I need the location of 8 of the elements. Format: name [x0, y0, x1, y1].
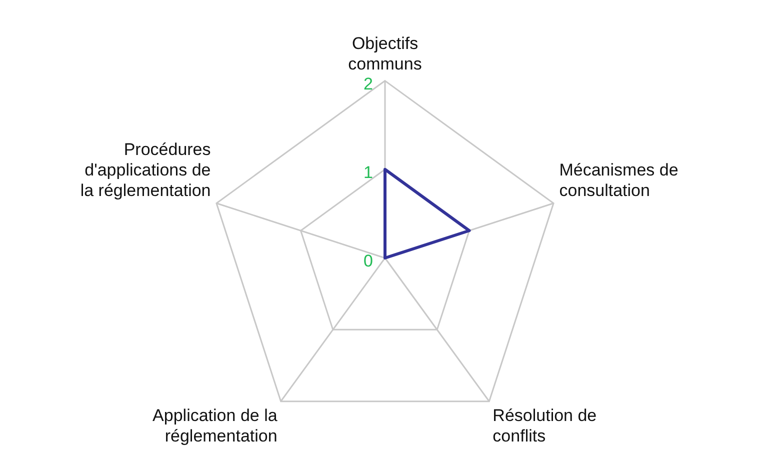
spoke-label: Objectifs communs	[348, 34, 422, 74]
spoke-label: Application de la réglementation	[152, 406, 278, 446]
y-tick-label: 2	[364, 74, 373, 94]
spoke-label: Procédures d'applications de la réglementation	[80, 140, 211, 200]
y-tick-label: 1	[364, 163, 373, 182]
y-tick-label: 0	[364, 252, 373, 271]
spoke-label: Résolution de conflits	[492, 406, 597, 446]
spoke-label: Mécanismes de consultation	[559, 160, 678, 200]
